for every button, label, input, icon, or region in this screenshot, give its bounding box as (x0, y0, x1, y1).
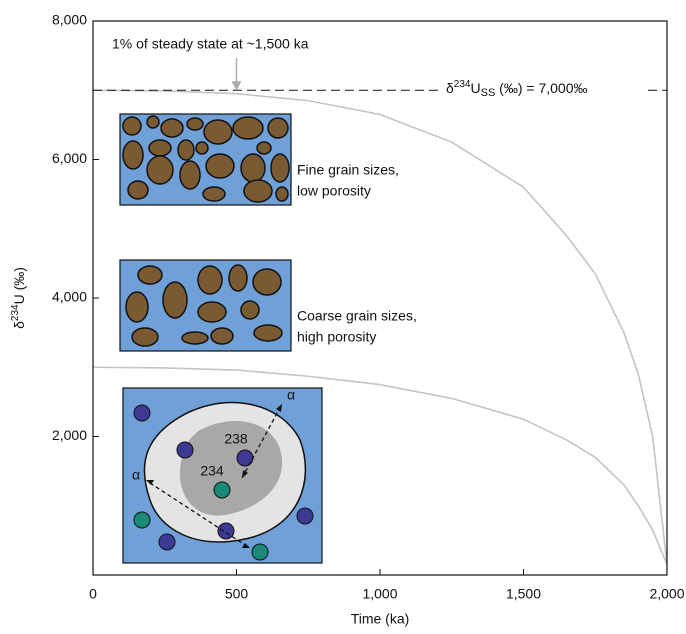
daughter-label: 234 (200, 463, 224, 479)
annotation: 1% of steady state at ~1,500 ka (112, 36, 309, 52)
y-tick-label: 8,000 (52, 12, 87, 28)
parent-label: 238 (224, 431, 248, 447)
reference-label: δ234USS (‰) = 7,000‰ (446, 79, 588, 99)
ref-part: U (470, 80, 480, 96)
annotation-arrowhead (231, 81, 242, 91)
ref-part: (‰) = 7,000‰ (495, 80, 587, 96)
x-tick-label: 500 (225, 586, 249, 602)
y-label-part: U (‰) (11, 267, 27, 304)
y-tick-label: 4,000 (52, 289, 87, 305)
inset-label: Coarse grain sizes, (297, 308, 417, 324)
data-line (92, 366, 668, 565)
inset-label: Fine grain sizes, (297, 162, 399, 178)
x-tick-label: 2,000 (649, 586, 684, 602)
y-axis-label: δ234U (‰) (10, 267, 27, 329)
inset-label: low porosity (297, 183, 371, 199)
y-tick-label: 6,000 (52, 150, 87, 166)
alpha-label: α (287, 387, 295, 403)
y-label-part: δ (11, 321, 27, 329)
decay-inset: 238 234 α α (122, 387, 323, 564)
fine-grain-inset (119, 113, 292, 206)
y-label-sup: 234 (10, 304, 21, 321)
ref-sub: SS (481, 87, 496, 99)
x-axis-label: Time (ka) (351, 611, 410, 627)
x-tick-label: 1,500 (506, 586, 541, 602)
coarse-grain-inset (119, 259, 292, 352)
data-line (92, 89, 668, 565)
inset-label: high porosity (297, 329, 376, 345)
ref-sup: 234 (454, 79, 471, 90)
x-tick-label: 1,000 (362, 586, 397, 602)
y-tick-label: 2,000 (52, 427, 87, 443)
x-tick-label: 0 (89, 586, 97, 602)
ref-part: δ (446, 80, 454, 96)
alpha-label: α (132, 467, 140, 483)
